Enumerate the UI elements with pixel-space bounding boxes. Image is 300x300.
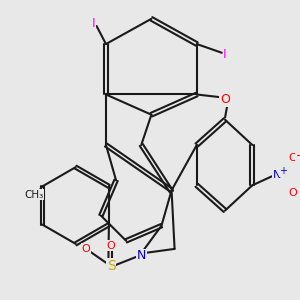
Text: I: I: [223, 48, 227, 61]
Text: O: O: [106, 241, 116, 251]
Text: O: O: [288, 153, 297, 163]
Text: CH₃: CH₃: [25, 190, 44, 200]
Text: O: O: [81, 244, 90, 254]
Text: S: S: [106, 259, 116, 273]
Text: N: N: [273, 170, 282, 180]
Text: O: O: [288, 188, 297, 198]
Text: N: N: [136, 250, 146, 262]
Text: O: O: [220, 93, 230, 106]
Text: +: +: [280, 166, 287, 176]
Text: I: I: [92, 17, 96, 30]
Text: −: −: [296, 152, 300, 161]
